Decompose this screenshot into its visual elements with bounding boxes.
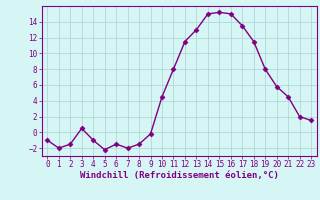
X-axis label: Windchill (Refroidissement éolien,°C): Windchill (Refroidissement éolien,°C) bbox=[80, 171, 279, 180]
